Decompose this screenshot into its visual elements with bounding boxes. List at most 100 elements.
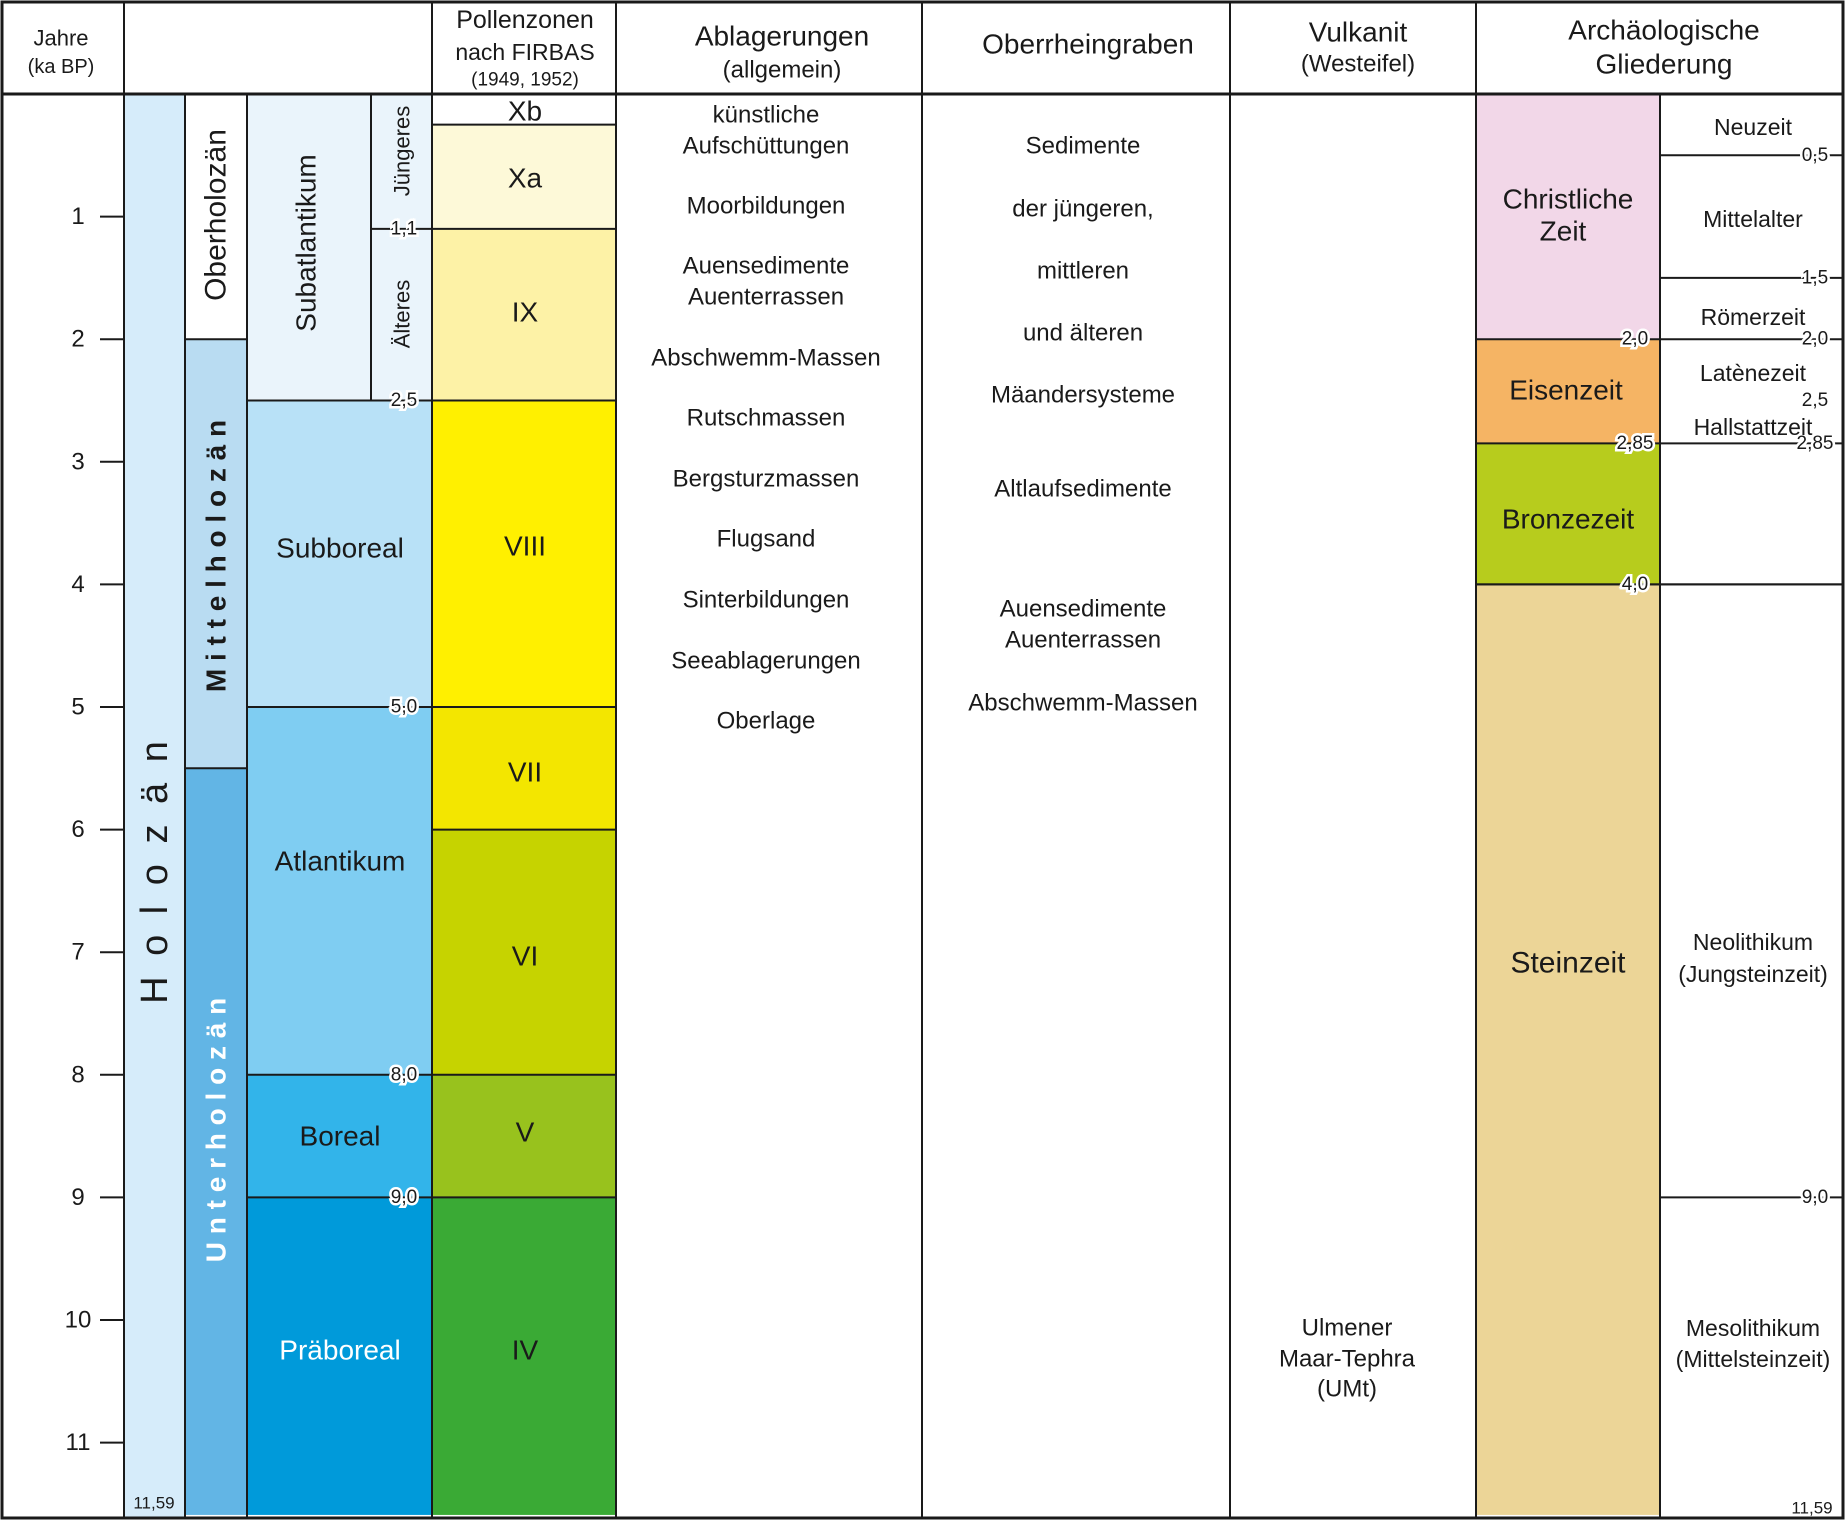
pollen-zone-label: IX (512, 297, 539, 328)
chronozone-label: Atlantikum (275, 846, 406, 877)
chronozone-cell (247, 94, 432, 401)
rhine-graben-item: mittleren (1037, 258, 1129, 285)
chronozone-cell (247, 707, 432, 1075)
archaeo-period-label: (Jungsteinzeit) (1678, 961, 1828, 987)
archaeo-age-label: Steinzeit (1510, 947, 1626, 980)
volcanic-item: Maar-Tephra (1279, 1346, 1416, 1373)
pollen-zone-label: Xb (508, 96, 542, 127)
axis-tick-label: 11 (66, 1429, 91, 1456)
chronozone-label: Subboreal (276, 533, 404, 564)
rhine-graben-item: der jüngeren, (1012, 196, 1153, 223)
sub-epoch-label: U n t e r h o l o z ä n (201, 998, 232, 1262)
pollen-zone-cell (432, 94, 616, 125)
archaeo-period-label: Neuzeit (1714, 114, 1793, 140)
archaeo-age-cell (1476, 443, 1660, 585)
subatlantic-part-label: Jüngeres (390, 106, 415, 197)
deposit-item: Aufschüttungen (683, 133, 850, 160)
chronozone-label: Subatlantikum (291, 154, 322, 331)
boundary-label: 9,0 (1802, 1187, 1828, 1208)
archaeo-age-cell (1476, 94, 1660, 340)
header-rhine-graben: Oberrheingraben (982, 29, 1194, 60)
archaeo-period-label: Neolithikum (1693, 929, 1813, 955)
sub-epoch-cell (185, 94, 247, 340)
deposit-item: Flugsand (717, 526, 816, 553)
rhine-graben-item: und älteren (1023, 320, 1143, 347)
archaeo-age-label: Eisenzeit (1509, 375, 1623, 406)
deposit-item: Bergsturzmassen (673, 466, 860, 493)
header-archaeology: Archäologische (1568, 15, 1759, 46)
header-volcanic: Vulkanit (1309, 17, 1408, 48)
header-pollen-source: nach FIRBAS (455, 39, 594, 65)
header-pollen-years: (1949, 1952) (471, 70, 579, 91)
header-volcanic-region: (Westeifel) (1301, 51, 1415, 78)
chronozone-label: Präboreal (279, 1335, 400, 1366)
pollen-zone-cell (432, 829, 616, 1075)
axis-tick-label: 10 (65, 1307, 92, 1334)
chronozone-cell (247, 1197, 432, 1515)
header-years-unit: (ka BP) (28, 56, 95, 78)
boundary-label: 2,5 (391, 390, 417, 411)
holozaen-bar (124, 94, 185, 1517)
rhine-graben-item: Auenterrassen (1005, 627, 1161, 654)
sub-epoch-cell (185, 339, 247, 769)
deposit-item: Auensedimente (683, 253, 850, 280)
sub-epoch-label: M i t t e l h o l o z ä n (201, 420, 232, 692)
boundary-label: 2,5 (1802, 390, 1828, 411)
axis-tick-label: 4 (71, 571, 84, 598)
rhine-graben-item: Altlaufsedimente (994, 476, 1171, 503)
header-archaeology-sub: Gliederung (1596, 49, 1733, 80)
pollen-zone-label: IV (512, 1335, 539, 1366)
boundary-label: 2,0 (1622, 329, 1648, 350)
deposit-item: Rutschmassen (687, 405, 846, 432)
chronozone-cell (247, 1074, 432, 1198)
boundary-label: 0,5 (1802, 145, 1828, 166)
archaeo-period-label: Hallstattzeit (1694, 414, 1813, 440)
header-pollen: Pollenzonen (456, 6, 594, 34)
archaeo-period-label: Latènezeit (1700, 360, 1807, 386)
subatlantic-part-label: Älteres (390, 280, 415, 348)
rhine-graben-item: Auensedimente (1000, 596, 1167, 623)
pollen-zone-cell (432, 124, 616, 229)
archaeo-age-cell (1476, 339, 1660, 444)
rhine-graben-item: Mäandersysteme (991, 382, 1175, 409)
pollen-zone-label: V (516, 1117, 535, 1148)
pollen-zone-cell (432, 1074, 616, 1198)
chronozone-cell (247, 400, 432, 707)
axis-tick-label: 5 (71, 694, 84, 721)
archaeo-period-label: (Mittelsteinzeit) (1676, 1346, 1831, 1372)
pollen-zone-label: Xa (508, 163, 543, 194)
header-deposits: Ablagerungen (695, 21, 869, 52)
epoch-label-holozaen: H o l o z ä n (134, 736, 176, 1004)
axis-tick-label: 2 (71, 326, 84, 353)
archaeo-period-label: Römerzeit (1701, 304, 1806, 330)
pollen-zone-cell (432, 228, 616, 401)
archaeo-period-label: Mesolithikum (1686, 1315, 1820, 1341)
axis-tick-label: 1 (71, 203, 84, 230)
boundary-label: 1,1 (391, 218, 417, 239)
boundary-label: 8,0 (391, 1064, 417, 1085)
pollen-zone-cell (432, 400, 616, 707)
boundary-label: 1,5 (1802, 267, 1828, 288)
rhine-graben-item: Sedimente (1026, 133, 1141, 160)
axis-tick-label: 8 (71, 1061, 84, 1088)
volcanic-item: (UMt) (1317, 1376, 1377, 1403)
axis-tick-label: 9 (71, 1184, 84, 1211)
archaeo-age-label: Christliche (1503, 184, 1634, 215)
header-years: Jahre (33, 26, 88, 51)
pollen-zone-cell (432, 707, 616, 830)
pollen-zone-label: VIII (504, 531, 546, 562)
rhine-graben-item: Abschwemm-Massen (968, 690, 1197, 717)
boundary-label: 2,85 (1617, 433, 1654, 454)
chronozone-label: Boreal (300, 1121, 381, 1152)
axis-tick-label: 7 (71, 939, 84, 966)
boundary-label: 9,0 (391, 1187, 417, 1208)
archaeo-age-label: Bronzezeit (1502, 504, 1635, 535)
archaeo-age-label: Zeit (1540, 216, 1587, 247)
archaeo-age-cell (1476, 584, 1660, 1515)
base-age-label: 11,59 (1791, 1499, 1832, 1518)
sub-epoch-label: Oberholozän (200, 129, 233, 301)
axis-tick-label: 6 (71, 816, 84, 843)
archaeo-period-label: Mittelalter (1703, 206, 1803, 232)
pollen-zone-label: VI (512, 941, 538, 972)
deposit-item: Oberlage (717, 708, 816, 735)
